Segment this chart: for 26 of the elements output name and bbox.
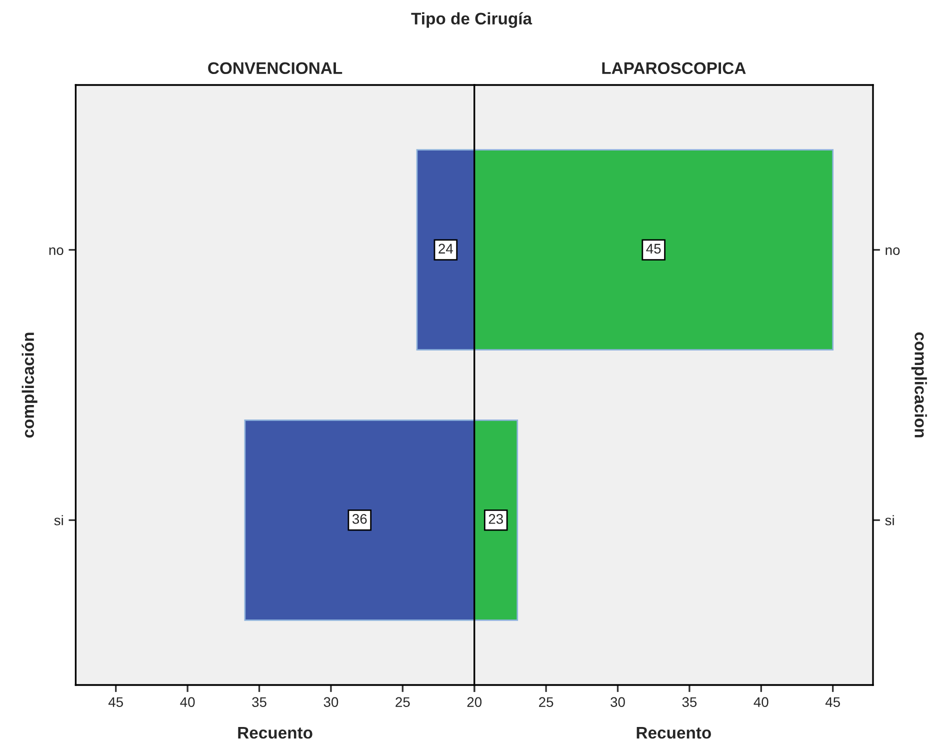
- text: Tipo de Cirugía: [411, 12, 532, 28]
- data-label: 45: [646, 244, 661, 254]
- x-tick-label: 40: [180, 697, 195, 708]
- y-tick-label: no: [886, 247, 900, 256]
- chart-title: LAPAROSCOPICA: [602, 62, 746, 74]
- data-label: 24: [438, 244, 453, 254]
- x-tick-label: 40: [754, 697, 768, 708]
- x-tick-label: 25: [396, 697, 410, 708]
- y-axis-title: complicacion: [911, 332, 927, 438]
- x-tick-label: 30: [610, 697, 625, 708]
- data-label: 23: [488, 514, 503, 524]
- data-label: 36: [352, 514, 367, 524]
- x-axis-title: Recuento: [238, 727, 312, 739]
- x-tick-label: 20: [467, 697, 482, 708]
- x-tick-label: 35: [252, 697, 266, 708]
- y-tick-label: si: [54, 515, 63, 526]
- y-axis-title: complicación: [22, 332, 38, 438]
- x-tick-label: 35: [682, 697, 697, 708]
- y-tick-label: si: [885, 515, 894, 526]
- x-tick-label: 25: [539, 697, 554, 708]
- chart-title: CONVENCIONAL: [208, 62, 342, 74]
- y-tick-label: no: [49, 247, 64, 256]
- x-tick-label: 45: [825, 697, 840, 708]
- x-tick-label: 45: [108, 697, 123, 708]
- x-axis-title: Recuento: [636, 727, 711, 739]
- x-tick-label: 30: [324, 697, 338, 708]
